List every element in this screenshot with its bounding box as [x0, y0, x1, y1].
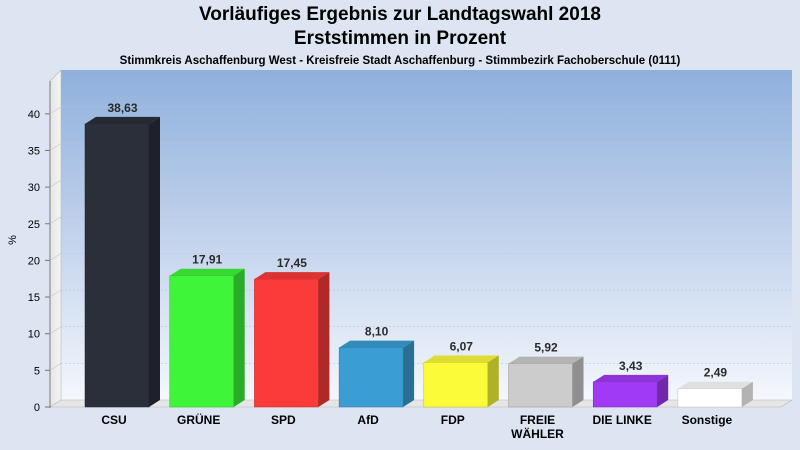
category-label: FREIE [520, 413, 555, 427]
bar [423, 355, 499, 408]
bar [508, 356, 584, 408]
gridline [49, 143, 62, 151]
value-label: 6,07 [450, 340, 474, 354]
value-label: 8,10 [365, 325, 389, 339]
chart-subtitle: Erststimmen in Prozent [293, 28, 507, 49]
category-label: AfD [357, 413, 379, 427]
value-label: 38,63 [107, 101, 137, 115]
gridline [49, 363, 62, 371]
plot-background [48, 69, 794, 408]
category-label: SPD [271, 413, 296, 427]
gridline [49, 179, 62, 188]
y-axis-label: % [7, 235, 19, 245]
bar [254, 272, 330, 408]
gridline [49, 289, 62, 298]
y-tick-label: 5 [34, 365, 40, 377]
gridline [49, 253, 62, 261]
chart-title: Vorläufiges Ergebnis zur Landtagswahl 20… [199, 4, 601, 25]
y-tick-label: 10 [28, 329, 40, 341]
category-label: FDP [441, 413, 465, 427]
bar [338, 340, 415, 408]
y-tick-label: 15 [28, 292, 40, 304]
bar [677, 381, 753, 408]
value-label: 2,49 [704, 366, 728, 380]
category-label: CSU [101, 413, 126, 427]
category-label: WÄHLER [511, 426, 564, 441]
category-label: DIE LINKE [593, 413, 652, 427]
y-tick-label: 35 [28, 145, 40, 157]
value-label: 3,43 [619, 359, 643, 373]
bar [592, 374, 669, 408]
y-tick-label: 40 [28, 109, 40, 121]
bars [84, 116, 753, 408]
gridline [49, 326, 62, 334]
gridline [49, 216, 62, 225]
y-tick-label: 20 [28, 255, 40, 267]
value-label: 17,91 [192, 253, 222, 267]
bar [169, 268, 245, 408]
value-label: 5,92 [534, 341, 558, 355]
y-axis: 0 5 10 15 20 25 30 35 40 [28, 109, 50, 414]
category-label: Sonstige [682, 413, 733, 427]
y-tick-label: 0 [34, 402, 40, 414]
y-tick-label: 30 [28, 182, 40, 194]
gridline [49, 106, 62, 115]
value-labels: 38,63 17,91 17,45 8,10 6,07 5,92 3,43 2,49 [107, 101, 727, 380]
value-label: 17,45 [277, 256, 307, 270]
chart-description: Stimmkreis Aschaffenburg West - Kreisfre… [119, 55, 681, 67]
bar [84, 116, 160, 408]
y-tick-label: 25 [28, 219, 40, 231]
category-label: GRÜNE [177, 412, 220, 427]
